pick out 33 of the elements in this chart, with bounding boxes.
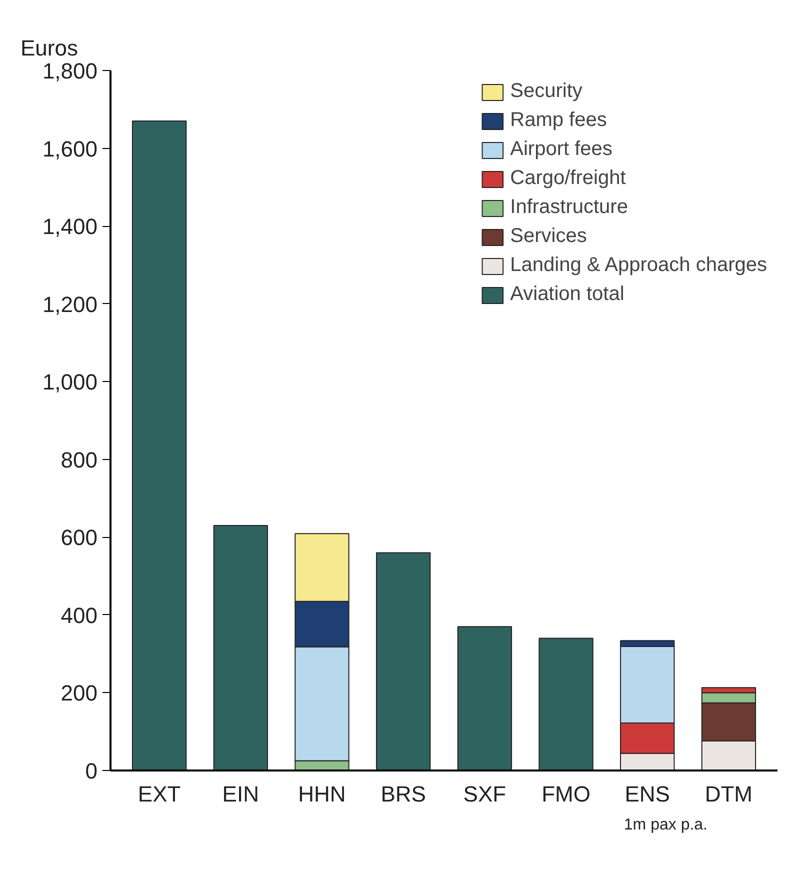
y-tick-label: 1,400 xyxy=(42,214,98,240)
legend-label: Infrastructure xyxy=(510,196,628,219)
legend-label: Aviation total xyxy=(510,283,624,306)
x-tick-label: EXT xyxy=(138,782,181,806)
bar xyxy=(132,120,187,770)
x-tick-label: HHN xyxy=(298,782,346,806)
bar xyxy=(538,638,594,770)
y-axis-title: Euros xyxy=(20,36,78,60)
x-tick-label: SXF xyxy=(463,782,506,806)
y-tick-label: 1,600 xyxy=(42,136,98,162)
bar xyxy=(376,552,431,770)
legend-label: Security xyxy=(510,80,582,103)
bar xyxy=(457,626,512,770)
x-tick-label: ENS xyxy=(624,782,670,806)
y-tick-label: 1,800 xyxy=(42,58,98,84)
y-tick-label: 1,000 xyxy=(42,370,98,395)
x-tick-label: EIN xyxy=(222,782,259,806)
bar xyxy=(213,525,268,770)
y-tick-label: 400 xyxy=(60,602,98,628)
y-tick-label: 800 xyxy=(60,447,98,472)
legend-label: Cargo/freight xyxy=(510,167,626,190)
legend-label: Airport fees xyxy=(510,138,612,161)
y-tick-label: 1,200 xyxy=(42,292,98,317)
y-tick-label: 600 xyxy=(60,525,98,550)
legend-label: Ramp fees xyxy=(510,109,607,132)
y-tick-label: 200 xyxy=(60,680,98,706)
text: 1m pax p.a. xyxy=(624,816,708,834)
legend-label: Landing & Approach charges xyxy=(510,254,767,277)
x-tick-label: FMO xyxy=(542,782,590,806)
legend-label: Services xyxy=(510,225,587,248)
x-tick-label: DTM xyxy=(704,782,753,806)
y-tick-label: 0 xyxy=(85,758,98,784)
x-tick-label: BRS xyxy=(380,782,426,806)
